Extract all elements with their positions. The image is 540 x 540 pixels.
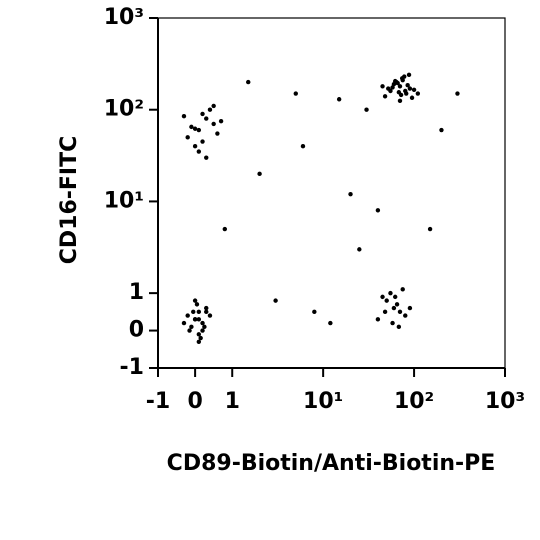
event-dot [192,126,198,131]
event-dot [200,320,205,326]
event-dot [200,328,205,333]
event-dot [187,328,192,333]
event-dot [202,324,207,330]
event-dot [395,80,400,86]
event-dot [398,92,404,98]
event-dot [207,107,213,112]
event-dot [390,320,395,326]
event-dot [198,335,203,341]
event-dot [382,309,388,315]
x-axis-label: CD89-Biotin/Anti-Biotin-PE [167,451,496,476]
event-dot [400,287,405,292]
event-dot [390,85,395,90]
event-dot [328,320,333,326]
event-dot [185,135,190,140]
event-dot [196,317,202,322]
event-dot [200,139,205,144]
event-dot [380,294,385,300]
y-tick-label: 10³ [104,5,144,30]
x-tick-label: 10³ [485,389,525,414]
event-dot [192,298,198,303]
event-dot [427,226,433,232]
y-axis-label: CD16-FITC [57,136,82,265]
event-dot [411,87,417,92]
x-tick-label: -1 [146,389,170,414]
y-tick-label: -1 [120,355,144,380]
event-dot [406,72,412,78]
event-dot [375,317,381,322]
event-dot [204,155,209,160]
event-dot [293,91,298,96]
event-dot [415,91,421,96]
event-dot [455,91,460,96]
event-dot [394,302,400,307]
event-dot [397,84,403,89]
event-dot [196,339,202,344]
event-dot [189,124,194,130]
y-tick-label: 1 [129,280,144,305]
event-dot [364,107,369,112]
event-dot [200,111,205,117]
event-dot [439,127,444,133]
event-dot [196,127,202,133]
event-dot [196,149,202,154]
event-dot [392,294,398,300]
event-dot [403,88,408,94]
event-dot [204,305,209,311]
event-dot [397,309,403,315]
event-dot [336,97,342,102]
event-dot [300,144,306,149]
y-tick-label: 10² [104,97,144,122]
event-dot [403,313,408,318]
event-dot [399,76,405,81]
event-dot [388,290,393,296]
event-dot [196,309,202,315]
event-dot [257,171,262,177]
x-tick-label: 0 [187,389,202,414]
event-dot [382,94,388,99]
event-dot [348,191,353,197]
event-dot [384,298,389,303]
x-tick-label: 1 [225,389,240,414]
event-dot [222,226,228,232]
event-dot [196,332,202,337]
event-dot [407,305,413,311]
event-dot [215,131,220,136]
event-dot [181,113,187,119]
event-dot [246,79,251,85]
y-tick-label: 0 [129,318,144,343]
event-dot [407,86,413,91]
event-dot [211,103,216,109]
event-dot [181,320,187,326]
event-dot [191,309,196,315]
event-dot [194,302,200,307]
event-dot [185,313,190,318]
event-dot [192,144,198,149]
event-dot [273,298,278,303]
event-dot [391,305,397,311]
event-dot [380,84,385,89]
event-dot [204,116,209,121]
event-dot [409,95,415,100]
y-tick-label: 10¹ [104,188,144,213]
x-tick-label: 10¹ [303,389,343,414]
x-tick-label: 10² [394,389,434,414]
event-dot [204,309,209,315]
event-dot [207,313,213,318]
event-dot [189,324,194,330]
event-dot [357,247,362,252]
event-dot [218,118,224,124]
event-dot [405,83,410,88]
event-dot [386,86,391,91]
event-dot [375,208,381,213]
event-dot [397,98,403,104]
event-dot [312,309,317,315]
event-dot [211,121,216,127]
event-dot [396,324,402,330]
event-dot [192,317,198,322]
